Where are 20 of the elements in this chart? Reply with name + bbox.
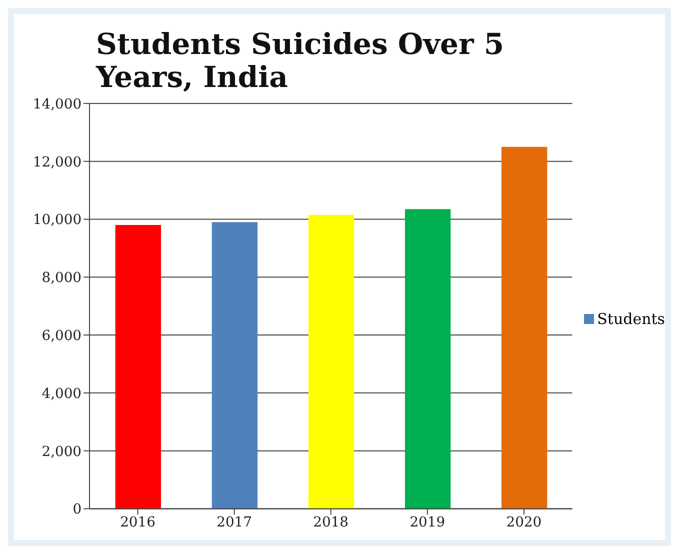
y-tick-label: 6,000 — [42, 328, 82, 344]
y-tick-label: 0 — [72, 502, 82, 518]
x-tick-label: 2017 — [216, 514, 252, 531]
y-tick-label: 10,000 — [32, 212, 82, 228]
legend-label: Students — [596, 310, 665, 328]
x-tick-label: 2020 — [506, 514, 542, 531]
x-tick-label: 2016 — [120, 514, 156, 531]
x-tick-label: 2018 — [313, 514, 349, 531]
y-tick-label: 2,000 — [42, 444, 82, 460]
y-tick-label: 4,000 — [42, 386, 82, 402]
bar — [501, 146, 548, 509]
y-tick-label: 14,000 — [32, 96, 82, 112]
bar — [308, 214, 354, 509]
bar — [404, 209, 451, 509]
bar — [212, 222, 258, 509]
x-tick-label: 2019 — [410, 514, 446, 531]
chart-title: Students Suicides Over 5 Years, India — [96, 27, 506, 94]
y-tick-label: 8,000 — [42, 270, 82, 286]
bar — [115, 225, 161, 509]
y-tick-label: 12,000 — [32, 154, 82, 170]
